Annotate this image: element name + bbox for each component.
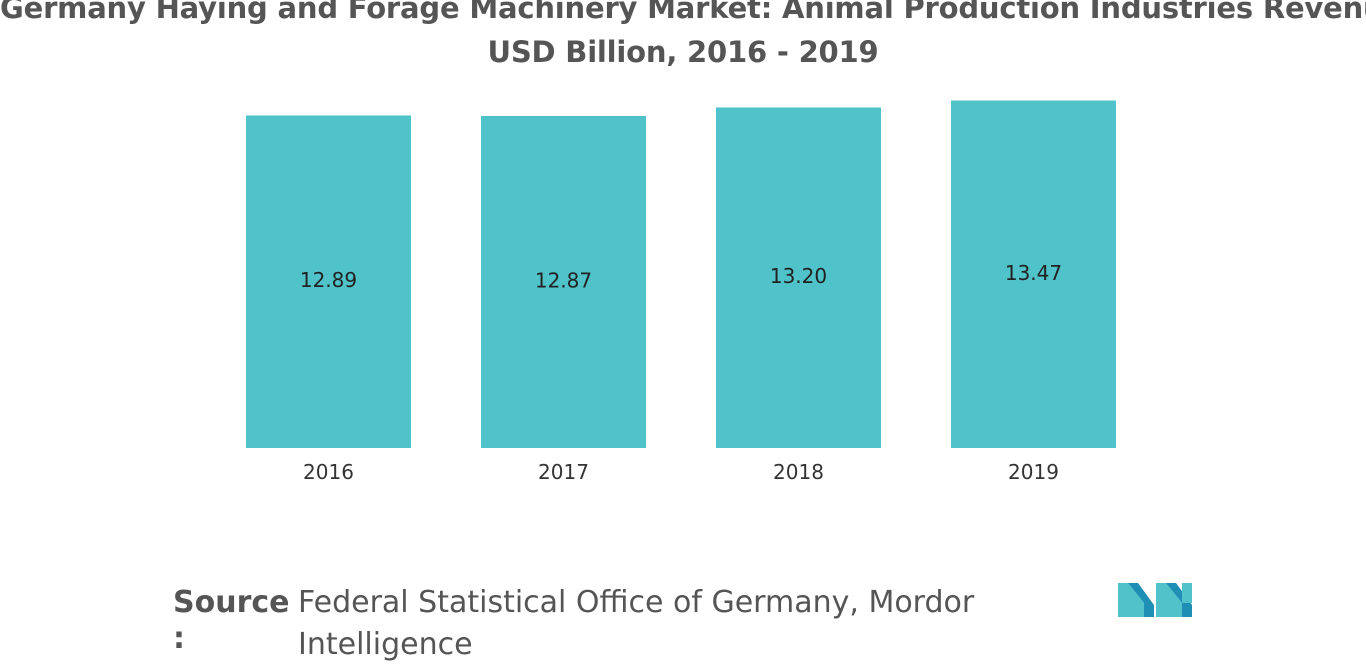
data-label-2016: 12.89 <box>300 268 357 292</box>
x-tick-2016: 2016 <box>303 460 354 484</box>
data-label-2017: 12.87 <box>535 268 592 292</box>
bar-2019 <box>951 100 1116 448</box>
bar-2017 <box>481 115 646 448</box>
source-label: Source <box>173 585 290 620</box>
data-label-2019: 13.47 <box>1005 261 1062 285</box>
bar-2018 <box>716 107 881 448</box>
source-text: Federal Statistical Office of Germany, M… <box>298 585 975 662</box>
bar-chart: 12.89 2016 12.87 2017 13.20 2018 13.47 2019 <box>246 100 1116 484</box>
source-colon: : <box>173 621 185 656</box>
data-label-2018: 13.20 <box>770 264 827 288</box>
chart-title-line-1: Germany Haying and Forage Machinery Mark… <box>0 0 1366 25</box>
chart-title: Germany Haying and Forage Machinery Mark… <box>0 0 1366 74</box>
mordor-intelligence-logo-icon <box>1118 583 1192 617</box>
bar-2016 <box>246 115 411 448</box>
x-tick-2017: 2017 <box>538 460 589 484</box>
chart-title-line-2: USD Billion, 2016 - 2019 <box>487 35 879 69</box>
x-tick-2018: 2018 <box>773 460 824 484</box>
x-tick-2019: 2019 <box>1008 460 1059 484</box>
